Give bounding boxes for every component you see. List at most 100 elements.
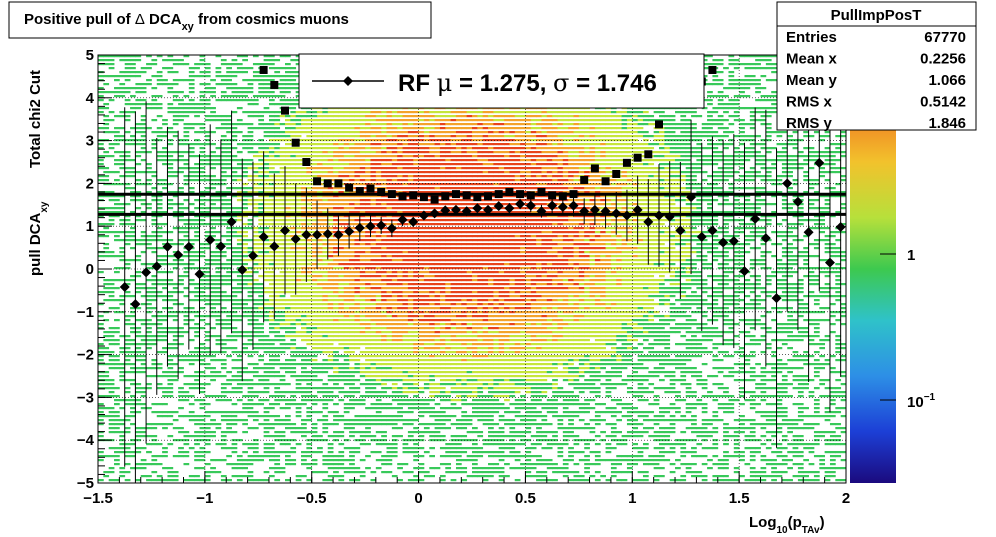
heatmap-cell (210, 283, 216, 286)
heatmap-cell (322, 359, 329, 362)
heatmap-cell (418, 151, 425, 154)
heatmap-cell (188, 339, 195, 342)
heatmap-cell (226, 339, 232, 342)
heatmap-cell (236, 107, 243, 110)
heatmap-cell (418, 207, 425, 210)
heatmap-cell (119, 135, 126, 138)
heatmap-cell (135, 83, 142, 86)
heatmap-cell (327, 283, 334, 286)
heatmap-cell (301, 219, 307, 222)
heatmap-cell (167, 395, 174, 398)
heatmap-cell (279, 91, 286, 94)
heatmap-cell (252, 183, 259, 186)
heatmap-cell (327, 435, 334, 438)
heatmap-cell (199, 127, 206, 130)
heatmap-cell (236, 479, 243, 482)
heatmap-cell (226, 391, 232, 394)
heatmap-cell (279, 419, 286, 422)
heatmap-cell (146, 151, 152, 154)
heatmap-cell (188, 79, 195, 82)
heatmap-cell (268, 355, 275, 358)
heatmap-cell (290, 223, 297, 226)
heatmap-cell (418, 291, 425, 294)
heatmap-cell (226, 423, 232, 426)
heatmap-cell (413, 283, 419, 286)
heatmap-cell (285, 359, 291, 362)
heatmap-cell (268, 139, 275, 142)
heatmap-cell (194, 131, 200, 134)
heatmap-cell (210, 279, 216, 282)
heatmap-cell (108, 299, 115, 302)
heatmap-cell (199, 407, 206, 410)
heatmap-cell (295, 335, 302, 338)
heatmap-cell (343, 307, 350, 310)
heatmap-cell (279, 319, 286, 322)
heatmap-cell (418, 259, 425, 262)
heatmap-cell (268, 211, 275, 214)
heatmap-cell (108, 423, 115, 426)
heatmap-cell (327, 303, 334, 306)
heatmap-cell (333, 311, 339, 314)
heatmap-cell (268, 219, 275, 222)
heatmap-cell (290, 339, 297, 342)
heatmap-cell (402, 403, 409, 406)
heatmap-cell (311, 123, 318, 126)
heatmap-cell (279, 471, 286, 474)
heatmap-cell (220, 203, 227, 206)
heatmap-cell (311, 279, 318, 282)
heatmap-cell (114, 163, 120, 166)
heatmap-cell (402, 251, 409, 254)
heatmap-cell (354, 467, 361, 470)
heatmap-cell (306, 391, 313, 394)
heatmap-cell (108, 467, 115, 470)
heatmap-cell (204, 175, 211, 178)
heatmap-cell (391, 443, 398, 446)
heatmap-cell (279, 263, 286, 266)
heatmap-cell (429, 219, 435, 222)
heatmap-cell (151, 239, 158, 242)
heatmap-cell (274, 155, 281, 158)
heatmap-cell (274, 467, 281, 470)
heatmap-cell (140, 363, 147, 366)
heatmap-cell (242, 299, 248, 302)
heatmap-cell (167, 231, 174, 234)
heatmap-cell (204, 99, 211, 102)
heatmap-cell (258, 291, 265, 294)
heatmap-cell (231, 295, 238, 298)
heatmap-cell (322, 143, 329, 146)
heatmap-cell (317, 327, 323, 330)
heatmap-cell (429, 275, 435, 278)
heatmap-cell (375, 443, 382, 446)
heatmap-cell (290, 135, 297, 138)
heatmap-cell (162, 231, 168, 234)
heatmap-cell (274, 391, 281, 394)
heatmap-cell (135, 387, 142, 390)
heatmap-cell (220, 183, 227, 186)
heatmap-cell (391, 319, 398, 322)
heatmap-cell (333, 135, 339, 138)
heatmap-cell (156, 155, 163, 158)
heatmap-cell (391, 247, 398, 250)
heatmap-cell (103, 131, 110, 134)
heatmap-cell (375, 363, 382, 366)
heatmap-cell (370, 215, 377, 218)
heatmap-cell (167, 371, 174, 374)
heatmap-cell (124, 155, 131, 158)
heatmap-cell (226, 115, 232, 118)
heatmap-cell (418, 219, 425, 222)
heatmap-cell (167, 151, 174, 154)
heatmap-cell (268, 475, 275, 478)
heatmap-cell (146, 443, 152, 446)
heatmap-cell (226, 71, 232, 74)
heatmap-cell (317, 283, 323, 286)
heatmap-cell (130, 275, 136, 278)
heatmap-cell (354, 155, 361, 158)
heatmap-cell (183, 439, 190, 442)
heatmap-cell (391, 259, 398, 262)
heatmap-cell (156, 83, 163, 86)
heatmap-cell (236, 411, 243, 414)
heatmap-cell (268, 339, 275, 342)
heatmap-cell (429, 283, 435, 286)
heatmap-cell (290, 331, 297, 334)
heatmap-cell (386, 367, 393, 370)
